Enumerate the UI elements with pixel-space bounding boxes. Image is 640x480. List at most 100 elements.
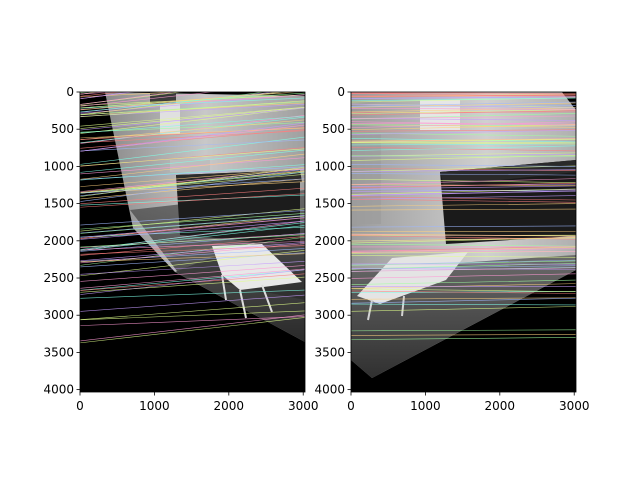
right-match-line: [351, 117, 576, 121]
left-match-line: [80, 317, 305, 344]
left-match-line: [80, 294, 305, 312]
left-match-line: [80, 269, 305, 295]
right-match-line: [351, 96, 576, 99]
right-match-line: [351, 167, 576, 171]
right-match-line: [351, 178, 576, 184]
left-ytick-label: 1000: [43, 159, 74, 173]
left-match-line: [80, 213, 305, 230]
right-xtick-label: 1000: [410, 399, 441, 413]
right-match-line: [351, 129, 576, 135]
left-match-line: [80, 157, 305, 175]
left-match-line: [80, 310, 305, 321]
right-match-line: [351, 110, 576, 116]
right-match-line: [351, 288, 576, 292]
right-match-line: [351, 165, 576, 172]
right-match-line: [351, 267, 576, 272]
right-match-line: [351, 121, 576, 128]
left-match-line: [80, 234, 305, 248]
left-match-line: [80, 92, 288, 111]
left-match-line: [80, 92, 178, 105]
right-match-line: [351, 279, 576, 285]
right-match-line: [351, 92, 568, 95]
left-match-line: [80, 148, 305, 167]
right-xtick-label: 0: [347, 399, 355, 413]
left-match-line: [80, 178, 305, 200]
left-match-line: [80, 215, 305, 234]
left-match-line: [80, 215, 305, 234]
right-match-line: [351, 303, 576, 306]
left-ytick-label: 3500: [43, 345, 74, 359]
left-ytick-label: 1500: [43, 197, 74, 211]
right-ytick-label: 0: [337, 85, 345, 99]
left-match-line: [80, 92, 181, 98]
right-match-line: [351, 334, 576, 336]
left-match-line: [80, 289, 305, 299]
right-match-line: [351, 182, 576, 188]
left-match-line: [80, 107, 305, 129]
left-match-line: [80, 225, 305, 251]
right-match-line: [351, 101, 576, 107]
left-match-line: [80, 302, 305, 320]
right-match-line: [351, 146, 576, 152]
right-match-line: [351, 108, 576, 110]
left-match-line: [80, 92, 98, 94]
left-axes-frame: [79, 91, 306, 393]
left-match-line: [80, 106, 305, 127]
left-match-line: [80, 94, 305, 110]
right-match-line: [351, 142, 576, 145]
left-match-line: [80, 92, 101, 95]
right-match-line: [351, 124, 576, 130]
right-match-line: [351, 283, 576, 289]
left-match-line: [80, 92, 100, 95]
right-match-line: [351, 190, 576, 197]
left-xtick-label: 2000: [214, 399, 245, 413]
left-y-axis: 0 500 1000 1500 2000 2500 3000 3500 4000: [43, 85, 80, 397]
left-match-line: [80, 122, 305, 152]
right-match-line: [351, 102, 576, 108]
right-xtick-label: 2000: [485, 399, 516, 413]
left-match-line: [80, 314, 305, 342]
left-match-line: [80, 92, 305, 109]
left-match-line: [80, 265, 305, 282]
left-match-line: [80, 208, 305, 232]
left-xtick-label: 1000: [139, 399, 170, 413]
right-panel: 0 1000 2000 3000 0 500 1000 1500 2000 2500 3000 35…: [314, 85, 589, 413]
left-match-line: [80, 249, 305, 277]
left-match-line: [80, 171, 305, 202]
right-x-axis: 0 1000 2000 3000: [347, 392, 589, 413]
right-axes-frame: [350, 91, 577, 393]
left-match-line: [80, 129, 305, 149]
right-match-line: [351, 111, 576, 113]
right-match-line: [351, 255, 576, 258]
right-match-line: [351, 260, 576, 266]
right-match-line: [351, 97, 576, 102]
right-match-line: [351, 129, 576, 132]
left-match-line: [80, 107, 305, 131]
left-ytick-label: 3000: [43, 308, 74, 322]
left-match-line: [80, 122, 305, 133]
left-match-line: [80, 241, 305, 262]
right-match-line: [351, 297, 576, 300]
left-ytick-label: 0: [66, 85, 74, 99]
right-match-line: [351, 225, 576, 228]
left-match-line: [80, 115, 305, 144]
left-match-line: [80, 166, 305, 197]
right-match-line: [351, 115, 576, 119]
left-match-line: [80, 316, 305, 326]
left-match-line: [80, 115, 305, 134]
left-match-line: [80, 210, 305, 226]
left-ytick-label: 2500: [43, 271, 74, 285]
left-match-line: [80, 92, 184, 105]
left-match-line: [80, 107, 305, 134]
right-match-line: [351, 243, 576, 247]
right-match-line: [351, 185, 576, 190]
left-match-line: [80, 178, 305, 194]
left-match-line: [80, 168, 305, 192]
left-match-line: [80, 245, 305, 255]
left-panel: 0 1000 2000 3000 0 500 1000 1500 2000 2500 3000 35…: [43, 85, 318, 413]
right-match-line: [351, 196, 576, 201]
left-match-line: [80, 149, 305, 173]
right-ytick-label: 3000: [314, 308, 345, 322]
left-match-line: [80, 92, 215, 107]
